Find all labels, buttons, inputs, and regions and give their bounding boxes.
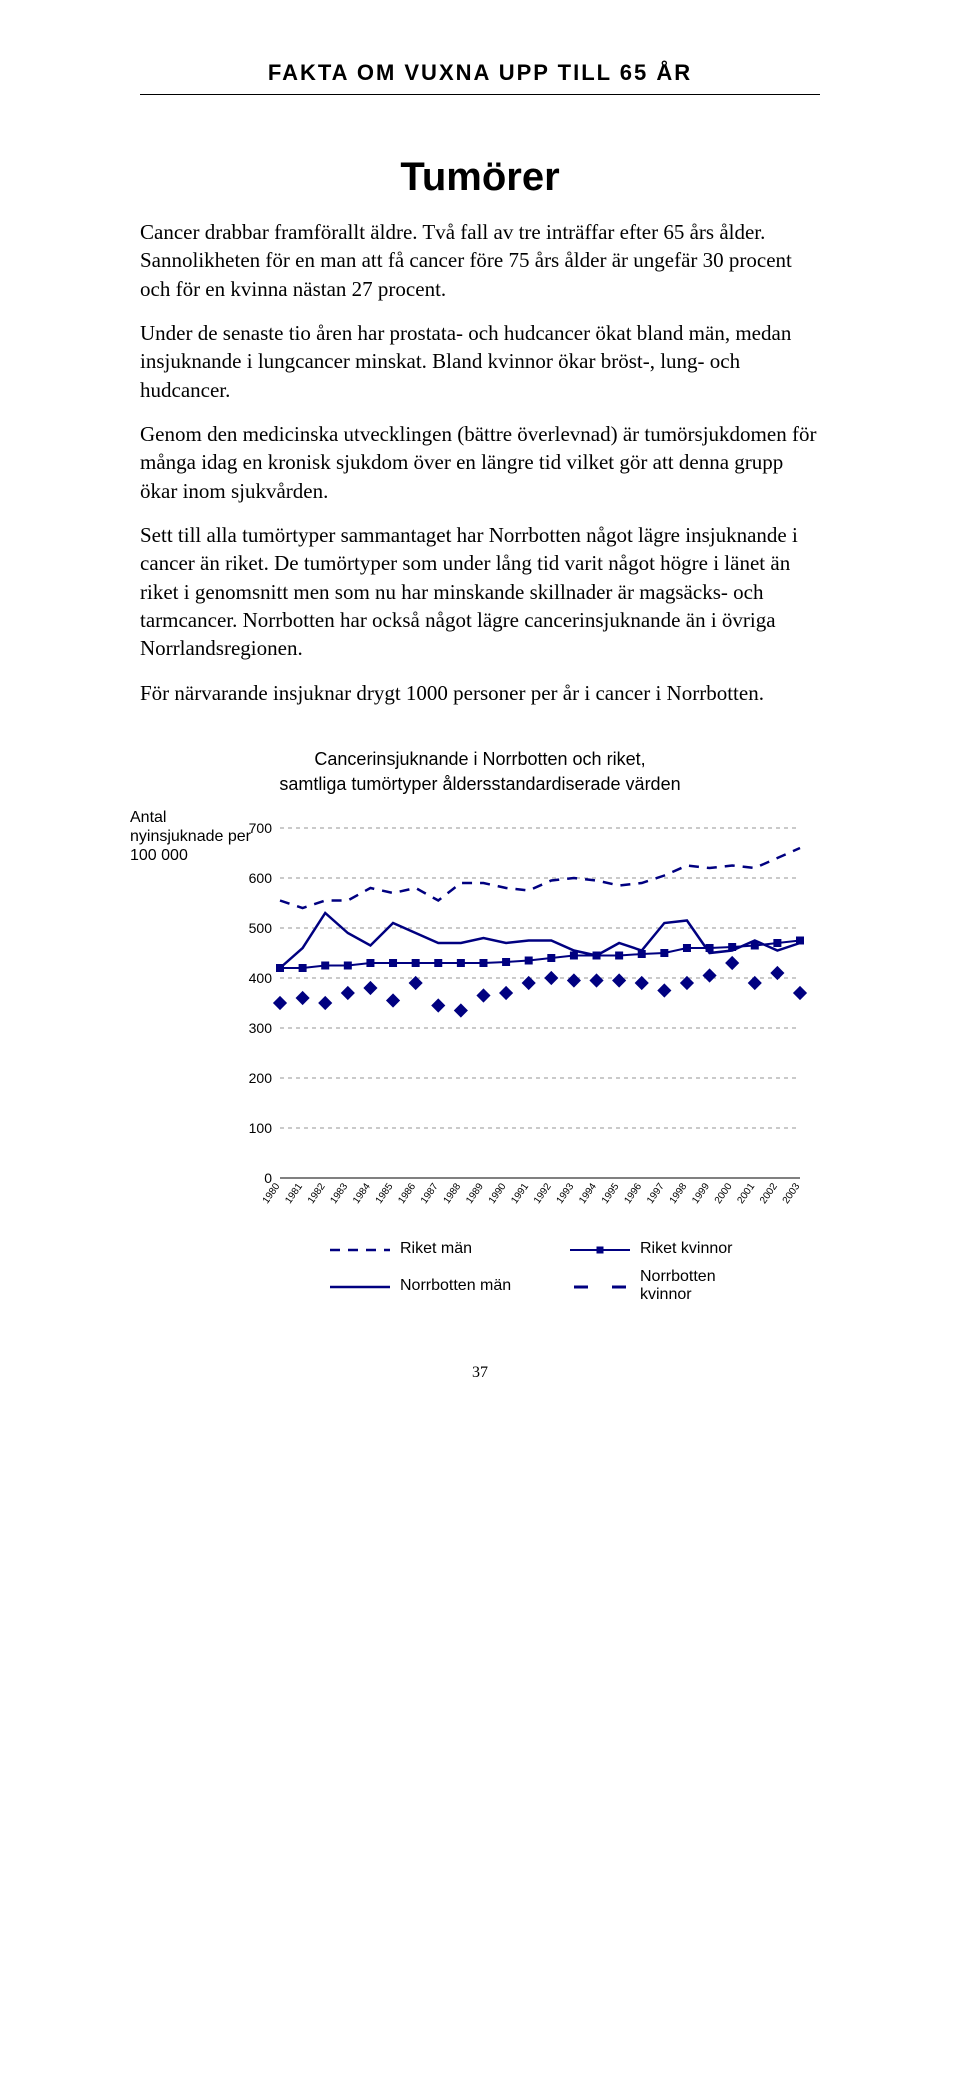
chart-title-line: Cancerinsjuknande i Norrbotten och riket… [314,749,645,769]
y-axis-label-line: Antal [130,809,166,826]
svg-text:1991: 1991 [509,1181,531,1206]
svg-text:2002: 2002 [758,1181,780,1206]
svg-text:1982: 1982 [306,1181,328,1206]
svg-text:2003: 2003 [781,1181,803,1206]
chart-legend: Riket män Riket kvinnor Norrbotten män Norr… [330,1240,770,1304]
paragraph: Genom den medicinska utvecklingen (bättr… [140,420,820,505]
y-axis-label-line: 100 000 [130,847,188,864]
legend-item: Norrbotten kvinnor [570,1268,770,1304]
svg-text:1998: 1998 [668,1181,690,1206]
svg-text:1984: 1984 [351,1181,373,1206]
svg-text:1985: 1985 [374,1181,396,1206]
svg-text:400: 400 [249,970,273,986]
legend-item: Norrbotten män [330,1268,530,1304]
svg-text:1986: 1986 [396,1181,418,1206]
legend-label: Riket män [400,1240,472,1258]
svg-text:1994: 1994 [577,1181,599,1206]
y-axis-label-line: nyinsjuknade per [130,828,251,845]
svg-text:1993: 1993 [555,1181,577,1206]
svg-text:1989: 1989 [464,1181,486,1206]
svg-text:500: 500 [249,920,273,936]
svg-text:1981: 1981 [283,1181,305,1206]
svg-text:2000: 2000 [713,1181,735,1206]
chart-title: Cancerinsjuknande i Norrbotten och riket… [140,747,820,797]
chart-wrap: Antal nyinsjuknade per 100 000 010020030… [140,808,820,1228]
legend-label: Riket kvinnor [640,1240,732,1258]
svg-text:1988: 1988 [442,1181,464,1206]
svg-text:2001: 2001 [735,1181,757,1206]
chart-title-line: samtliga tumörtyper åldersstandardiserad… [279,774,680,794]
legend-item: Riket kvinnor [570,1240,770,1258]
y-axis-label: Antal nyinsjuknade per 100 000 [130,808,260,866]
svg-text:200: 200 [249,1070,273,1086]
svg-text:600: 600 [249,870,273,886]
svg-text:1995: 1995 [600,1181,622,1206]
svg-text:1987: 1987 [419,1181,441,1206]
page-number: 37 [140,1364,820,1382]
svg-text:300: 300 [249,1020,273,1036]
svg-text:1996: 1996 [622,1181,644,1206]
legend-label: Norrbotten kvinnor [640,1268,770,1304]
page-header: FAKTA OM VUXNA UPP TILL 65 ÅR [140,60,820,86]
line-chart: 0100200300400500600700198019811982198319… [230,808,810,1228]
header-rule [140,94,820,95]
svg-text:1983: 1983 [329,1181,351,1206]
svg-text:1990: 1990 [487,1181,509,1206]
document-title: Tumörer [140,155,820,200]
svg-text:1992: 1992 [532,1181,554,1206]
paragraph: Under de senaste tio åren har prostata- … [140,319,820,404]
legend-item: Riket män [330,1240,530,1258]
legend-label: Norrbotten män [400,1277,511,1295]
body-text: Cancer drabbar framförallt äldre. Två fa… [140,218,820,707]
svg-text:1999: 1999 [690,1181,712,1206]
svg-text:1997: 1997 [645,1181,667,1206]
page-container: FAKTA OM VUXNA UPP TILL 65 ÅR Tumörer Ca… [0,0,960,1422]
paragraph: Cancer drabbar framförallt äldre. Två fa… [140,218,820,303]
paragraph: Sett till alla tumörtyper sammantaget ha… [140,521,820,663]
paragraph: För närvarande insjuknar drygt 1000 pers… [140,679,820,707]
svg-text:100: 100 [249,1120,273,1136]
